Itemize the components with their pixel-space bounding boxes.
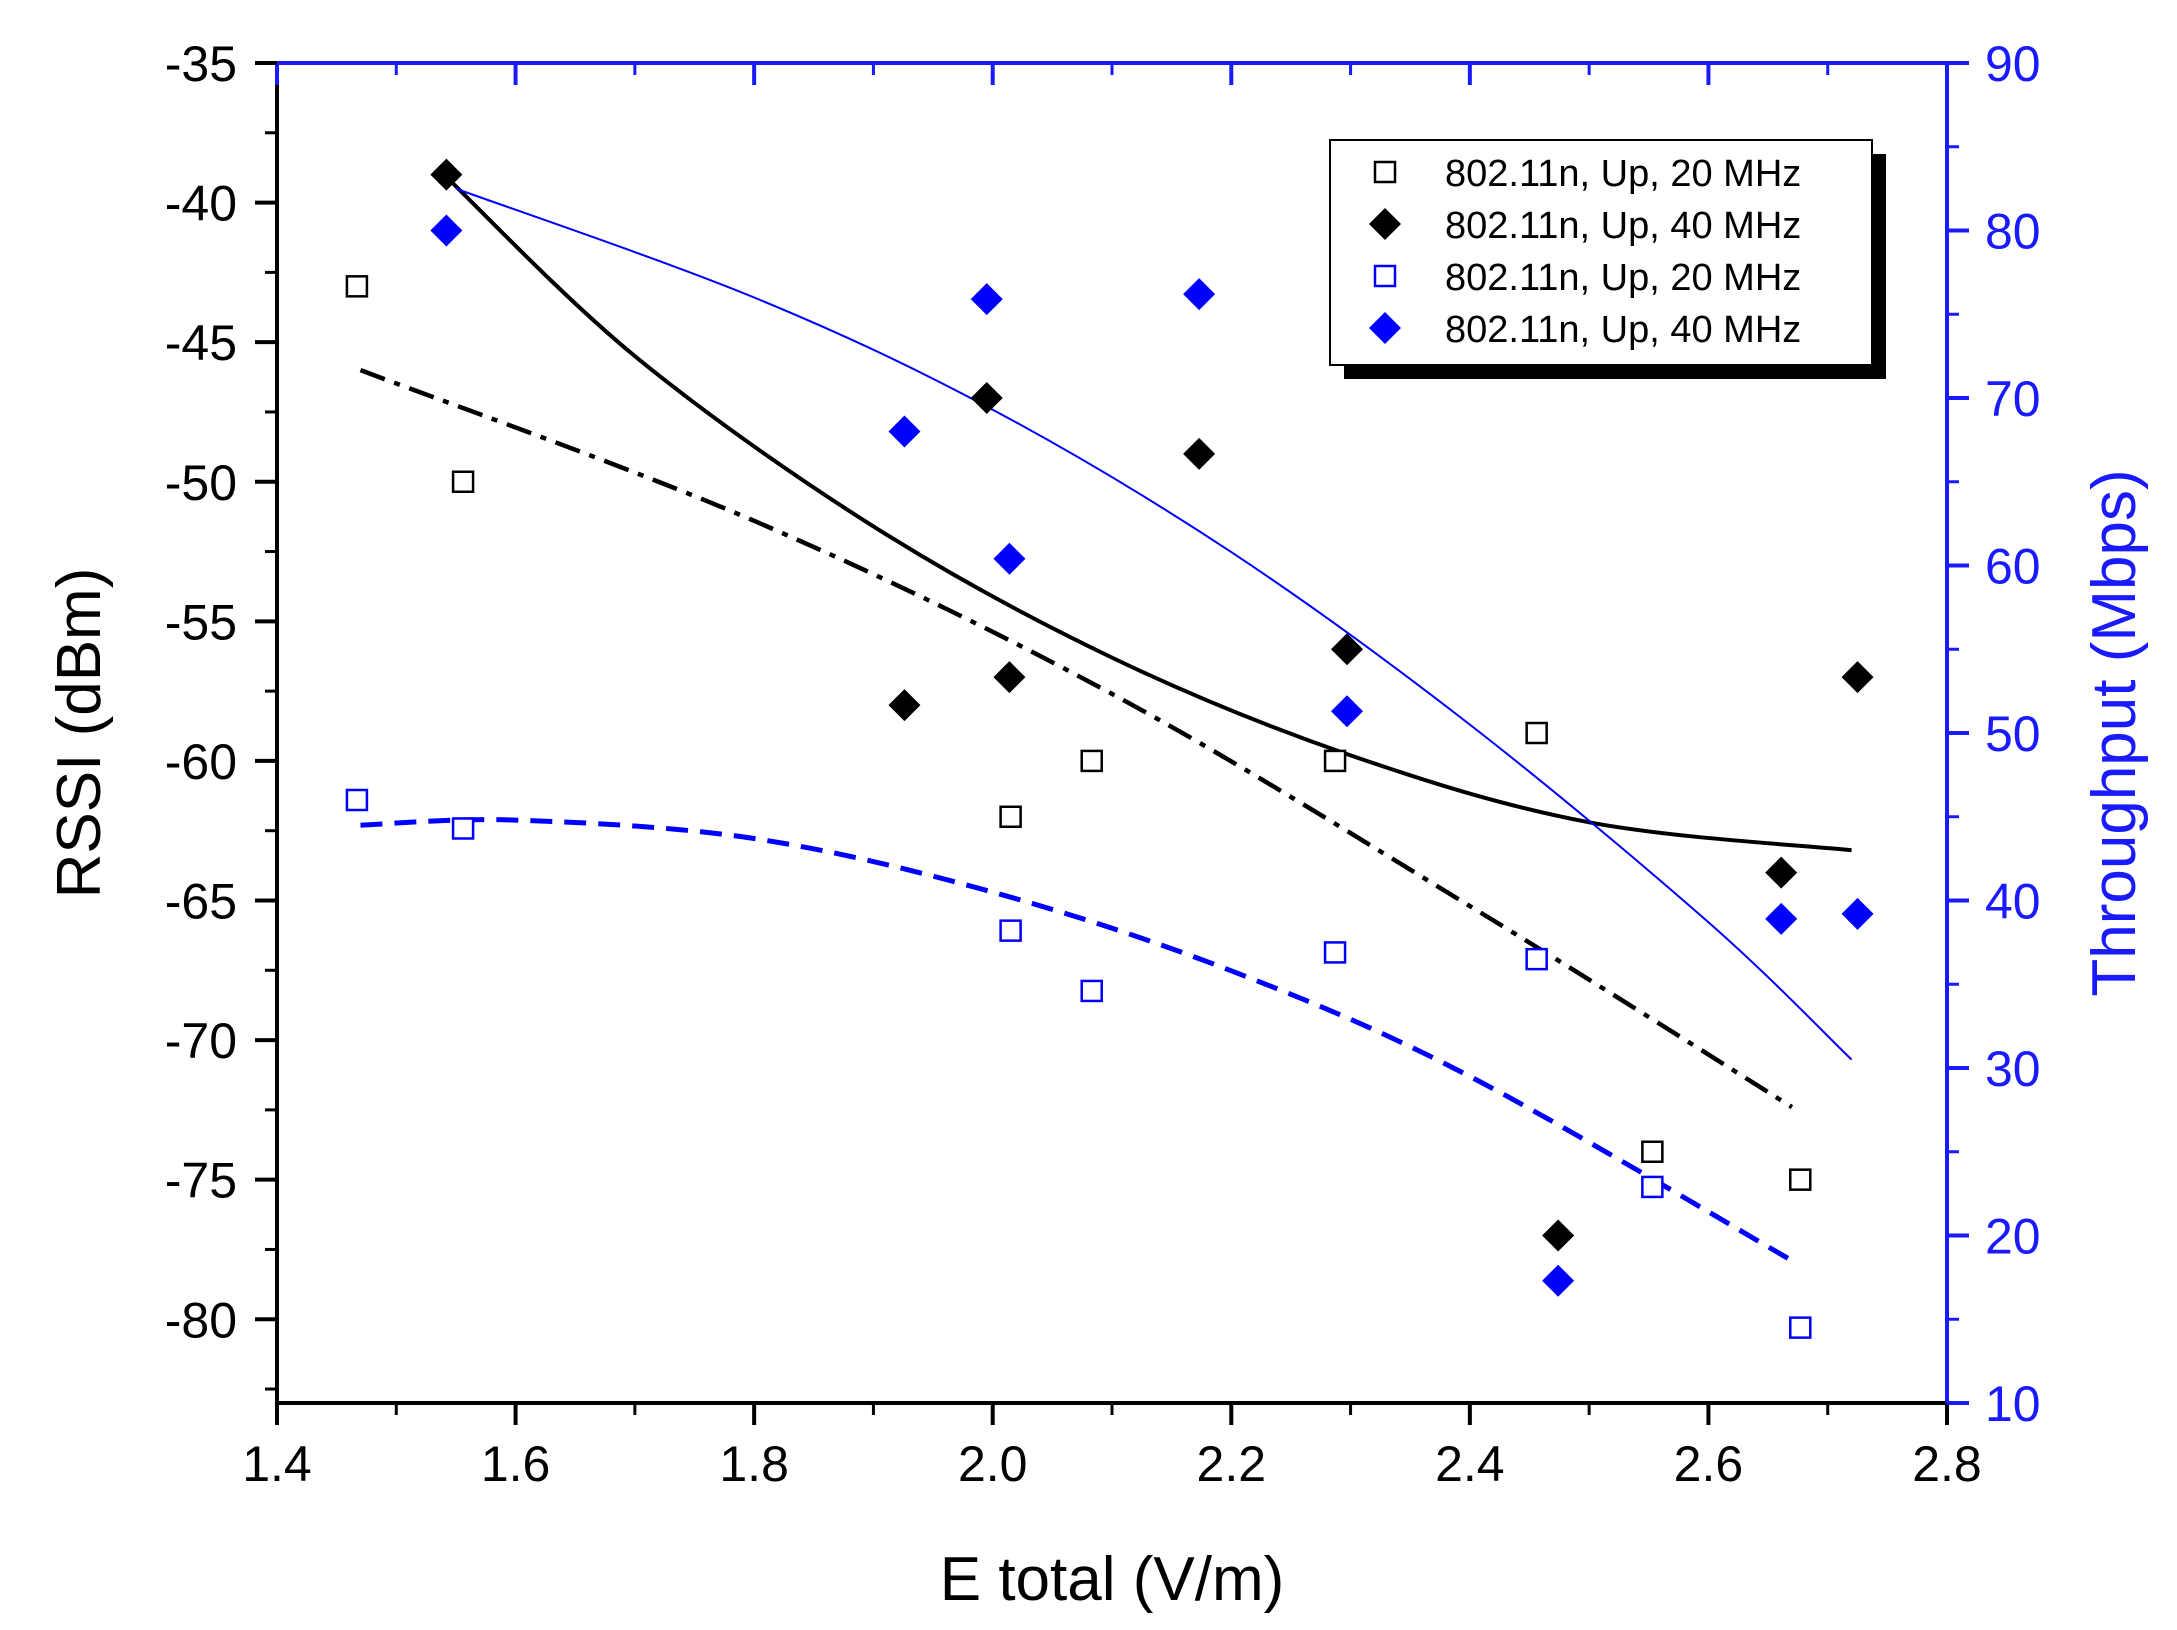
x-tick-label: 2.4: [1435, 1436, 1505, 1492]
x-tick-label: 2.0: [958, 1436, 1028, 1492]
point-series-3: [1080, 979, 1103, 1003]
fit-line-4: [455, 187, 1853, 1061]
legend-label-3: 802.11n, Up, 20 MHz: [1445, 257, 1801, 299]
point-series-3: [1323, 941, 1347, 964]
y-left-tick-label: -55: [165, 594, 237, 650]
y-right-tick-label: 20: [1985, 1209, 2041, 1265]
point-series-4: [888, 415, 921, 448]
axes: 1.4 1.6 1.8 2.0 2.2 2.4 2.6 2.8 -35 -40 -45 -50 -55 -…: [165, 36, 2041, 1492]
x-tick-label: 1.8: [719, 1436, 789, 1492]
point-series-1: [999, 805, 1022, 828]
y-right-tick-label: 40: [1985, 874, 2041, 930]
y-right-tick-label: 50: [1985, 706, 2041, 762]
fit-line-1: [359, 367, 1794, 1109]
fit-line-2: [442, 173, 1852, 853]
y-right-tick-label: 70: [1985, 371, 2041, 427]
y-right-tick-label: 60: [1985, 539, 2041, 595]
point-series-3: [1525, 947, 1548, 971]
y-left-tick-label: -80: [165, 1292, 237, 1348]
legend-label-4: 802.11n, Up, 40 MHz: [1445, 309, 1801, 351]
legend-marker-2: [1369, 208, 1401, 240]
point-series-4: [1765, 902, 1798, 935]
point-series-4: [1841, 897, 1874, 930]
point-series-4: [1542, 1264, 1575, 1297]
point-series-4: [430, 214, 463, 247]
x-tick-label: 2.8: [1912, 1436, 1982, 1492]
y-left-tick-label: -50: [165, 455, 237, 511]
y-left-tick-label: -65: [165, 874, 237, 930]
legend-marker-1: [1373, 160, 1397, 184]
fit-lines: [359, 173, 1853, 1263]
point-series-2: [1183, 437, 1216, 470]
y-right-tick-label: 80: [1985, 204, 2041, 260]
y-right-tick-label: 30: [1985, 1041, 2041, 1097]
point-series-2: [970, 382, 1003, 414]
fit-line-3: [360, 817, 1794, 1263]
axis-labels: E total (V/m) RSSI (dBm) Throughput (Mbp…: [45, 469, 2149, 1614]
legend-box: [1329, 139, 1873, 366]
legend-label-1: 802.11n, Up, 20 MHz: [1445, 153, 1801, 195]
point-series-1: [451, 470, 475, 493]
point-series-1: [1525, 721, 1548, 745]
point-series-2: [1330, 633, 1363, 666]
legend: 802.11n, Up, 20 MHz 802.11n, Up, 40 MHz 80…: [1329, 139, 1886, 379]
legend-marker-3: [1373, 264, 1397, 288]
point-series-2: [1542, 1219, 1575, 1252]
y-left-tick-label: -70: [165, 1013, 237, 1069]
point-series-2: [993, 661, 1026, 694]
point-series-4: [993, 542, 1026, 575]
y-left-tick-label: -60: [165, 734, 237, 790]
y-left-tick-label: -45: [165, 315, 237, 371]
point-series-3: [451, 817, 475, 840]
legend-label-2: 802.11n, Up, 40 MHz: [1445, 205, 1801, 247]
point-series-3: [345, 788, 369, 812]
legend-marker-4: [1369, 312, 1401, 344]
point-series-1: [345, 275, 369, 298]
y-right-tick-label: 10: [1985, 1376, 2041, 1432]
point-series-1: [1080, 749, 1103, 773]
point-series-2: [888, 689, 921, 722]
point-series-4: [1183, 278, 1216, 311]
point-series-3: [1641, 1175, 1664, 1199]
point-series-2: [1765, 856, 1798, 889]
y-axis-right-label: Throughput (Mbps): [2080, 469, 2149, 996]
x-tick-label: 2.6: [1674, 1436, 1744, 1492]
point-series-3: [999, 919, 1022, 942]
point-series-2: [1841, 661, 1874, 694]
point-series-3: [1789, 1316, 1812, 1339]
point-series-1: [1323, 749, 1347, 773]
x-axis-label: E total (V/m): [940, 1545, 1285, 1614]
point-series-1: [1641, 1140, 1664, 1163]
point-series-4: [970, 283, 1003, 316]
y-right-tick-label: 90: [1985, 36, 2041, 92]
y-left-tick-label: -75: [165, 1153, 237, 1209]
x-tick-label: 1.4: [242, 1436, 312, 1492]
point-series-4: [1330, 695, 1363, 728]
x-tick-label: 1.6: [481, 1436, 551, 1492]
y-left-tick-label: -35: [165, 36, 237, 92]
data-points: [345, 158, 1874, 1339]
y-axis-left-label: RSSI (dBm): [45, 568, 114, 899]
point-series-2: [430, 158, 463, 191]
y-left-tick-label: -40: [165, 176, 237, 232]
point-series-1: [1789, 1168, 1812, 1191]
x-tick-label: 2.2: [1197, 1436, 1267, 1492]
